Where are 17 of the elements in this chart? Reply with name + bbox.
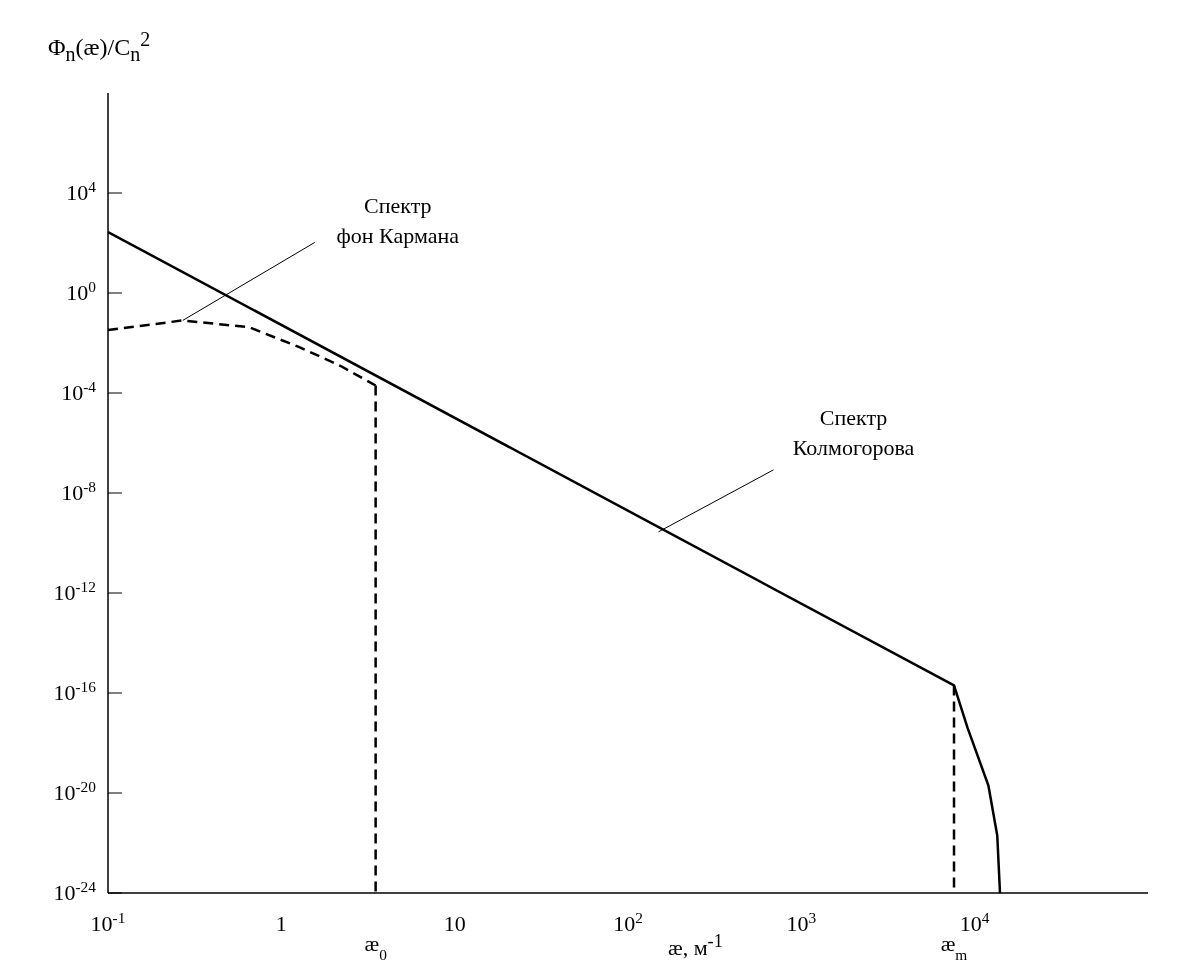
y-tick-label: 10$^{4}$ [66, 177, 97, 205]
y-tick-label: 10$^{0}$ [66, 277, 97, 305]
x-tick-label: 10$^{3}$ [786, 908, 817, 936]
x-tick-label: 10$^{-1}$ [90, 908, 126, 936]
annotation: Спектр фон Кармана [336, 193, 460, 249]
x-tick-label: 10$^{2}$ [613, 908, 643, 936]
annotation: æ$_{0}$ [364, 931, 388, 963]
y-tick-label: 10$^{-24}$ [53, 877, 97, 905]
y-tick-label: 10$^{-12}$ [53, 577, 96, 605]
y-tick-label: 10$^{-8}$ [61, 477, 97, 505]
y-tick-label: 10$^{-4}$ [61, 377, 97, 405]
y-tick-label: 10$^{-16}$ [53, 677, 97, 705]
x-tick-label: 10 [443, 911, 466, 936]
x-axis-title: æ, м$^{-1}$ [668, 931, 723, 962]
y-tick-label: 10$^{-20}$ [53, 777, 97, 805]
annotation: Спектр Колмогорова [792, 404, 915, 460]
x-tick-label: 1 [275, 911, 287, 936]
